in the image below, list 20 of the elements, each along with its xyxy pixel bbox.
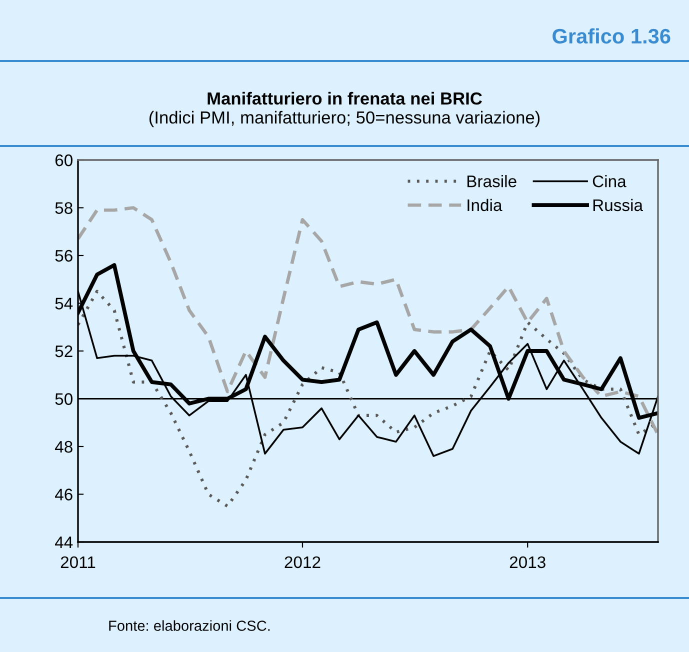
chart-subtitle: (Indici PMI, manifatturiero; 50=nessuna variazione) [149,110,540,128]
chart-title: Manifatturiero in frenata nei BRIC [208,92,482,105]
legend-label: India [468,198,502,212]
x-tick-label: 2011 [60,556,96,568]
y-tick-label: 50 [55,393,72,405]
y-tick-label: 58 [55,202,72,214]
text: Grafico 1.36 [552,28,670,44]
y-tick-label: 48 [54,440,72,453]
y-tick-label: 56 [55,250,72,262]
legend-label: Brasile [467,175,516,188]
source-note: Fonte: elaborazioni CSC. [109,620,270,631]
y-tick-label: 60 [55,154,72,166]
legend-label: Russia [593,198,643,212]
y-tick-label: 46 [54,488,72,500]
y-tick-label: 52 [55,345,72,358]
y-tick-label: 54 [55,298,73,310]
legend-label: Cina [592,175,626,188]
y-tick-label: 44 [54,536,73,548]
x-tick-label: 2013 [510,556,546,568]
x-tick-label: 2012 [284,556,320,568]
